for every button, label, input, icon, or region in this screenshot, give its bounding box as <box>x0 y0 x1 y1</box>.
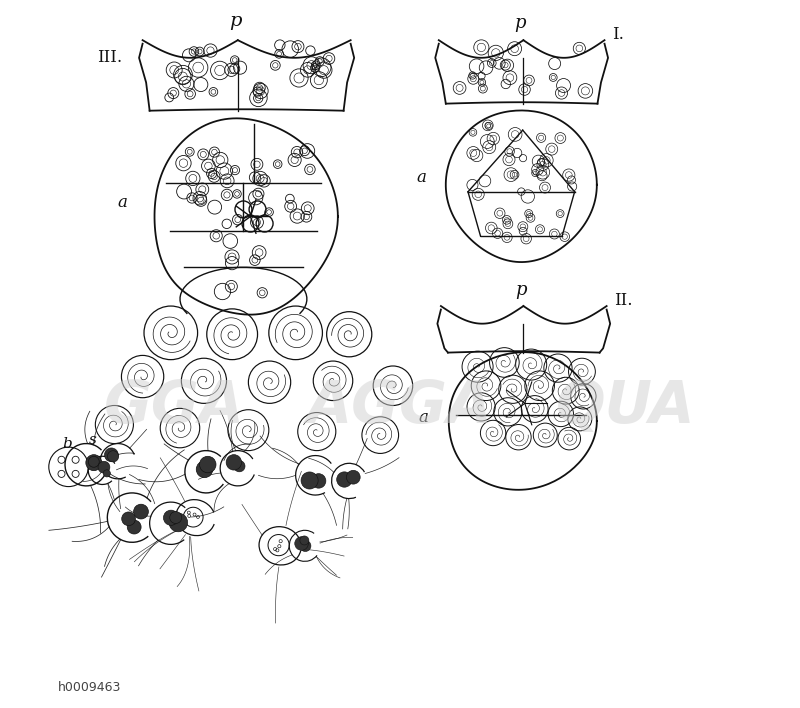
Circle shape <box>170 512 182 523</box>
Circle shape <box>226 455 242 470</box>
Circle shape <box>300 536 309 545</box>
Circle shape <box>300 540 311 552</box>
Text: a: a <box>118 194 128 211</box>
Circle shape <box>98 462 110 473</box>
Circle shape <box>196 461 213 478</box>
Circle shape <box>105 448 118 462</box>
Circle shape <box>337 472 352 487</box>
Circle shape <box>88 457 99 467</box>
Circle shape <box>134 504 148 519</box>
Text: AGGA: AGGA <box>307 378 493 435</box>
Text: b: b <box>62 437 72 450</box>
Circle shape <box>301 472 318 489</box>
Circle shape <box>127 520 141 534</box>
Text: II.: II. <box>614 292 632 309</box>
Circle shape <box>346 470 360 484</box>
Text: a: a <box>418 409 428 426</box>
Circle shape <box>163 510 178 525</box>
Circle shape <box>169 513 188 532</box>
Text: I.: I. <box>611 26 623 43</box>
Circle shape <box>122 512 135 525</box>
Text: III.: III. <box>97 50 122 67</box>
Circle shape <box>294 537 308 550</box>
Circle shape <box>311 474 326 488</box>
Text: p: p <box>230 11 242 30</box>
Text: s: s <box>89 433 97 447</box>
Text: h0009463: h0009463 <box>58 681 122 694</box>
Text: a: a <box>416 169 426 186</box>
Circle shape <box>234 461 245 472</box>
Circle shape <box>86 455 102 471</box>
Circle shape <box>103 470 110 477</box>
Text: QUA: QUA <box>556 378 695 435</box>
Circle shape <box>199 456 216 473</box>
Circle shape <box>107 451 118 462</box>
Text: p: p <box>514 13 526 32</box>
Text: GGA: GGA <box>104 378 245 435</box>
Text: p: p <box>515 281 527 299</box>
